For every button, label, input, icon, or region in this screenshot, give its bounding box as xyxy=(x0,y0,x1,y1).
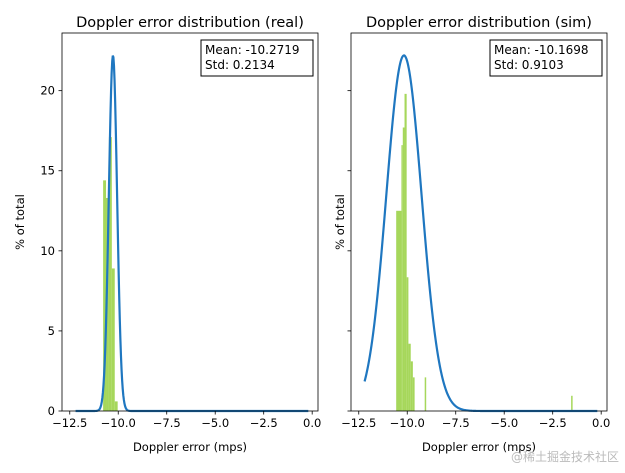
histogram-bar xyxy=(412,377,415,411)
y-tick-label: 10 xyxy=(40,244,55,258)
histogram-bar xyxy=(571,395,573,411)
watermark: @稀土掘金技术社区 xyxy=(510,450,619,464)
x-tick-label: −2.5 xyxy=(539,416,567,430)
histogram-bar xyxy=(404,93,407,411)
y-tick-label: 15 xyxy=(40,164,55,178)
x-tick-label: −12.5 xyxy=(52,416,87,430)
subplot-real: −12.5 −10.0 −7.5 −5.0 −2.5 0.0 0 5 10 15 20 Doppler… xyxy=(13,15,321,454)
histogram-bar xyxy=(408,343,411,411)
legend-box xyxy=(489,39,603,77)
chart-title: Doppler error distribution (sim) xyxy=(366,15,592,31)
histogram-bar xyxy=(401,145,403,411)
histogram-bar xyxy=(402,127,405,411)
x-tick-label: −5.0 xyxy=(490,416,518,430)
x-tick-label: −10.0 xyxy=(101,416,136,430)
axes-frame xyxy=(61,32,319,412)
y-tick-label: 20 xyxy=(40,84,55,98)
y-tick-label: 5 xyxy=(48,324,55,338)
x-tick-label: −5.0 xyxy=(201,416,229,430)
x-axis-label: Doppler error (mps) xyxy=(133,440,247,454)
histogram-bar xyxy=(103,180,107,411)
y-axis-label: % of total xyxy=(13,194,27,250)
legend-text: Std: 0.9103 xyxy=(494,58,564,72)
x-tick-label: 0.0 xyxy=(303,416,321,430)
x-tick-label: −12.5 xyxy=(341,416,376,430)
x-tick-label: −10.0 xyxy=(390,416,425,430)
histogram-bar xyxy=(406,277,409,411)
x-axis-label: Doppler error (mps) xyxy=(422,440,536,454)
chart-title: Doppler error distribution (real) xyxy=(76,15,304,31)
subplot-sim: −12.5 −10.0 −7.5 −5.0 −2.5 0.0 Doppler error d… xyxy=(333,15,610,454)
x-tick-label: −2.5 xyxy=(250,416,278,430)
histogram-bar xyxy=(111,268,115,411)
x-tick-label: −7.5 xyxy=(442,416,470,430)
legend-text: Mean: -10.2719 xyxy=(205,43,300,57)
histogram-bar xyxy=(108,137,112,411)
axes-frame xyxy=(350,32,608,412)
histogram-bar xyxy=(410,361,413,411)
histogram-bar xyxy=(424,377,427,411)
histogram-bar xyxy=(396,210,402,411)
x-tick-label: 0.0 xyxy=(592,416,610,430)
x-tick-label: −7.5 xyxy=(153,416,181,430)
y-axis-label: % of total xyxy=(333,194,347,250)
legend-text: Std: 0.2134 xyxy=(205,58,275,72)
legend-box xyxy=(200,39,314,77)
legend-text: Mean: -10.1698 xyxy=(494,43,589,57)
y-tick-label: 0 xyxy=(48,404,55,418)
histogram-bar xyxy=(114,401,118,411)
